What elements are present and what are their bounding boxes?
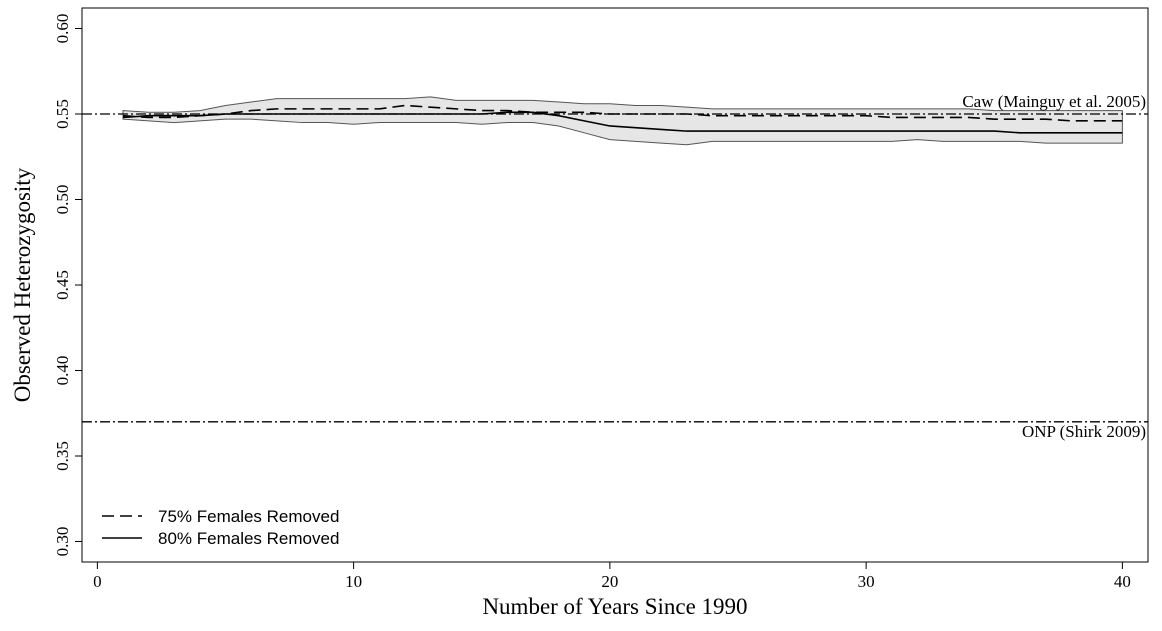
x-axis-label: Number of Years Since 1990 [482,594,747,619]
x-tick-label: 40 [1114,572,1131,591]
y-tick-label: 0.40 [53,356,72,386]
legend-label: 80% Females Removed [158,529,339,548]
x-tick-label: 30 [858,572,875,591]
y-tick-label: 0.50 [53,185,72,215]
reference-label: ONP (Shirk 2009) [1022,422,1146,441]
y-tick-label: 0.60 [53,14,72,44]
reference-label: Caw (Mainguy et al. 2005) [962,92,1146,111]
y-axis-label: Observed Heterozygosity [10,167,35,402]
series-line [122,111,1123,134]
x-tick-label: 10 [345,572,362,591]
y-tick-label: 0.55 [53,99,72,129]
x-tick-label: 0 [93,572,102,591]
series-line [122,104,1123,122]
x-tick-label: 20 [601,572,618,591]
y-tick-label: 0.35 [53,441,72,471]
y-tick-label: 0.45 [53,270,72,300]
confidence-band [122,96,1123,146]
legend-label: 75% Females Removed [158,507,339,526]
y-tick-label: 0.30 [53,527,72,557]
